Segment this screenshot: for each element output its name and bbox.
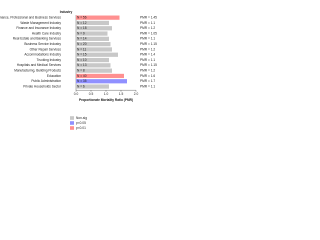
bar [76,52,118,57]
n-label: N = 14 [77,37,87,41]
bar [76,42,111,47]
value-label: PMR = 1.1 [140,58,155,62]
n-label: N = 11 [77,47,86,51]
x-tick-label: 2.0 [134,92,139,96]
n-label: N = 40 [77,74,87,78]
category-label: Private Households Sector [23,84,62,88]
x-tick-label: 0.0 [74,92,79,96]
n-label: N = 6 [77,84,85,88]
x-tick-label: 1.5 [119,92,124,96]
x-tick-label: 1.0 [104,92,109,96]
value-label: PMR = 1.2 [140,26,155,30]
category-label: Accommodations Industry [24,53,61,57]
value-label: PMR = 1.1 [140,37,155,41]
bar [76,68,112,73]
bar [76,57,109,63]
category-label: Hospitals and Medical Services [17,63,62,67]
bar [76,20,109,26]
bar [76,36,109,41]
legend-swatch [70,126,74,130]
bar [76,26,112,31]
n-label: N = 18 [77,26,87,30]
category-label: Public Administration [31,79,61,83]
bar [76,79,127,84]
category-label: Real Estate and Banking Services [13,37,62,41]
legend-swatch [70,116,74,120]
category-label: Finance and Insurance Industry [16,26,61,30]
bar [76,47,112,52]
bar [76,15,120,20]
n-label: N = 9 [77,31,85,35]
legend-label: p<0.05 [76,121,86,125]
bar [76,63,111,68]
bar [76,31,108,36]
value-label: PMR = 1.15 [140,42,157,46]
n-label: N = 10 [77,58,87,62]
chart: Industry Proportionate Mortality Ratio (… [0,10,157,130]
category-label: Other Repair Services [30,47,62,51]
n-label: N = 20 [77,42,87,46]
legend-label: p<0.01 [76,126,86,130]
value-label: PMR = 1.7 [140,79,155,83]
value-label: PMR = 1.45 [140,15,157,19]
n-label: N = 12 [77,21,87,25]
category-label: Finance, Professional and Business Servi… [0,15,61,19]
n-label: N = 15 [77,53,87,57]
category-label: Education [47,74,61,78]
n-label: N = 56 [77,15,87,19]
column-heading: Industry [60,10,73,14]
legend-swatch [70,121,74,125]
value-label: PMR = 1.4 [140,53,155,57]
value-label: PMR = 1.15 [140,63,157,67]
value-label: PMR = 1.2 [140,47,155,51]
legend-label: Non-sig [76,116,87,120]
x-tick-label: 0.5 [89,92,94,96]
n-label: N = 35 [77,79,87,83]
category-label: Manufacturing, Building Products [14,68,61,72]
category-label: Waste Management Industry [20,21,61,25]
value-label: PMR = 1.05 [140,31,157,35]
value-label: PMR = 1.6 [140,74,155,78]
category-label: Business Service Industry [24,42,61,46]
x-axis-title: Proportionate Mortality Ratio (PMR) [79,98,133,102]
category-label: Health Care Industry [32,31,62,35]
n-label: N = 13 [77,63,87,67]
bar [76,84,109,89]
value-label: PMR = 1.2 [140,68,155,72]
category-label: Trucking Industry [37,58,62,62]
n-label: N = 8 [77,68,85,72]
bar [76,73,124,79]
value-label: PMR = 1.1 [140,84,155,88]
value-label: PMR = 1.1 [140,21,155,25]
